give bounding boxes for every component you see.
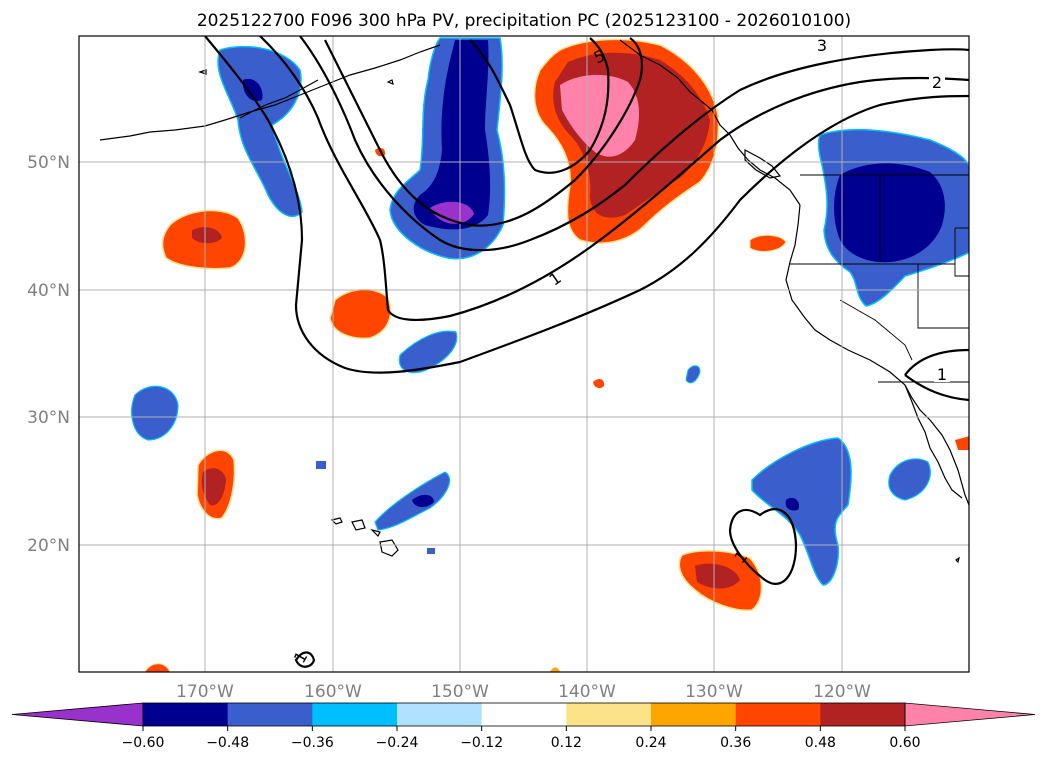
- figure-title: 2025122700 F096 300 hPa PV, precipitatio…: [197, 11, 851, 31]
- contour-label-2: 2: [932, 73, 942, 92]
- lon-label-140w: 140°W: [558, 682, 616, 702]
- colorbar-cell: [397, 703, 483, 726]
- colorbar-tick-label: −0.12: [460, 735, 503, 751]
- colorbar-cell: [735, 703, 821, 726]
- pv-contours: [204, 36, 969, 668]
- map-border: [78, 35, 970, 673]
- colorbar-ticks: −0.60 −0.48 −0.36 −0.24 −0.12 0.12 0.24 0.36 0.4…: [122, 726, 921, 751]
- pv-contour-labels: 3 2 1 1 1 5 1: [290, 36, 950, 666]
- colorbar: −0.60 −0.48 −0.36 −0.24 −0.12 0.12 0.24 0.36 0.4…: [11, 702, 1036, 751]
- colorbar-tick-label: −0.60: [122, 735, 165, 751]
- colorbar-cell: [820, 703, 906, 726]
- lon-label-130w: 130°W: [685, 682, 743, 702]
- lon-label-160w: 160°W: [304, 682, 362, 702]
- colorbar-outline: [142, 702, 906, 727]
- latitude-labels: 50°N 40°N 30°N 20°N: [27, 153, 70, 556]
- colorbar-tick-label: −0.24: [376, 735, 419, 751]
- lon-label-120w: 120°W: [813, 682, 871, 702]
- longitude-labels: 170°W 160°W 150°W 140°W 130°W 120°W: [176, 682, 871, 702]
- lat-label-50n: 50°N: [27, 153, 70, 173]
- lon-label-170w: 170°W: [176, 682, 234, 702]
- colorbar-cell: [143, 703, 229, 726]
- lat-label-40n: 40°N: [27, 281, 70, 301]
- colorbar-cells: [11, 702, 1036, 727]
- colorbar-tick-label: −0.36: [291, 735, 334, 751]
- colorbar-tick-label: −0.48: [206, 735, 249, 751]
- colorbar-tick-label: 0.60: [889, 735, 920, 751]
- lat-label-20n: 20°N: [27, 536, 70, 556]
- map-content: 3 2 1 1 1 5 1: [79, 36, 969, 672]
- coastlines: [99, 39, 969, 564]
- positive-precip-anomalies: [144, 38, 969, 672]
- contour-label-1b: 1: [937, 365, 947, 384]
- graticule: [79, 36, 969, 672]
- colorbar-cell: [312, 703, 398, 726]
- colorbar-cell: [481, 703, 567, 726]
- colorbar-cell: [566, 703, 652, 726]
- colorbar-tick-label: 0.24: [635, 735, 666, 751]
- colorbar-cell: [227, 703, 313, 726]
- contour-label-3: 3: [817, 36, 827, 55]
- colorbar-extend-min: [11, 702, 144, 727]
- political-boundaries: [790, 174, 969, 383]
- lat-label-30n: 30°N: [27, 408, 70, 428]
- colorbar-tick-label: 0.48: [805, 735, 836, 751]
- negative-precip-anomalies: [131, 37, 969, 586]
- colorbar-extend-max: [904, 702, 1036, 727]
- colorbar-tick-label: 0.36: [720, 735, 751, 751]
- lon-label-150w: 150°W: [431, 682, 489, 702]
- colorbar-cell: [651, 703, 737, 726]
- colorbar-tick-label: 0.12: [551, 735, 582, 751]
